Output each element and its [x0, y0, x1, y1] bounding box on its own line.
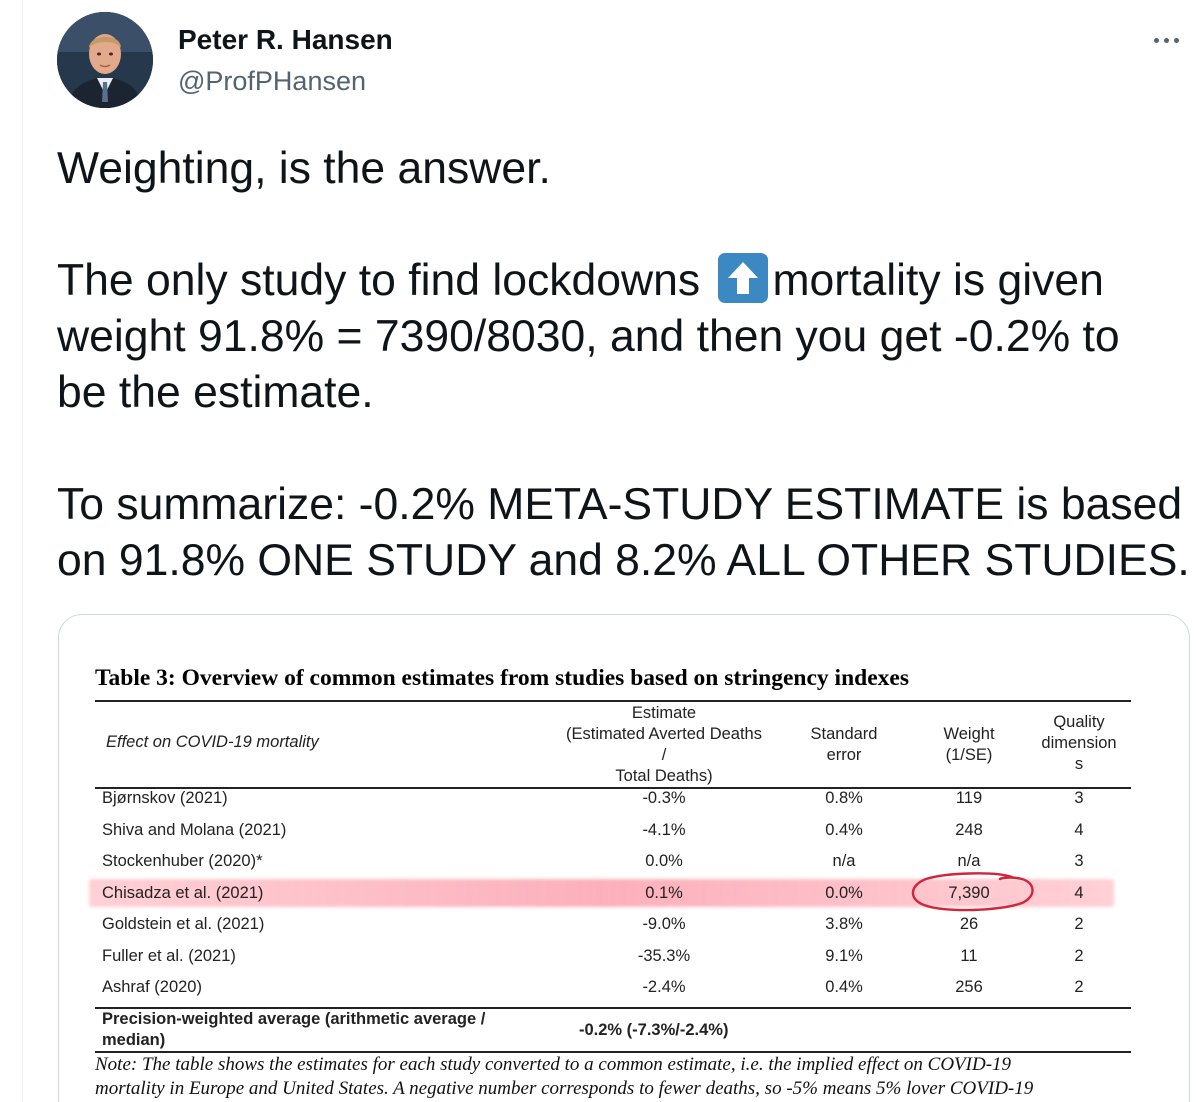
cell-study: Ashraf (2020) — [102, 978, 202, 996]
cell-weight: 256 — [955, 978, 983, 996]
header-line: Total Deaths) — [615, 767, 713, 785]
cell-standard-error: 0.4% — [825, 978, 863, 996]
cell-study: Chisadza et al. (2021) — [102, 884, 264, 902]
cell-weight: n/a — [957, 852, 981, 870]
cell-estimate: 0.0% — [645, 852, 683, 870]
timeline-border — [22, 0, 23, 1102]
average-value: -0.2% (-7.3%/-2.4%) — [579, 1021, 729, 1039]
average-label-line: median) — [102, 1031, 166, 1049]
cell-estimate: -9.0% — [642, 915, 686, 933]
header-line: Standard — [810, 725, 878, 743]
more-options-button[interactable] — [1146, 22, 1186, 58]
cell-weight: 11 — [960, 947, 978, 965]
cell-study: Stockenhuber (2020)* — [102, 852, 263, 870]
tweet-paragraph-line: weight 91.8% = 7390/8030, and then you g… — [57, 312, 1120, 361]
cell-quality: 3 — [1074, 852, 1084, 870]
note-line: mortality in Europe and United States. A… — [95, 1078, 1034, 1099]
cell-standard-error: n/a — [832, 852, 856, 870]
table-title: Table 3: Overview of common estimates fr… — [95, 665, 909, 691]
cell-estimate: -2.4% — [642, 978, 686, 996]
tweet-paragraph-line: on 91.8% ONE STUDY and 8.2% ALL OTHER ST… — [57, 536, 1190, 585]
author-name[interactable]: Peter R. Hansen — [178, 24, 393, 55]
cell-study: Fuller et al. (2021) — [102, 947, 236, 965]
cell-standard-error: 0.0% — [825, 884, 863, 902]
cell-estimate: -0.3% — [642, 789, 686, 807]
cell-study: Shiva and Molana (2021) — [102, 821, 287, 839]
header-line: Weight — [943, 725, 995, 743]
cell-weight: 26 — [959, 915, 979, 933]
cell-standard-error: 3.8% — [825, 915, 863, 933]
author-avatar[interactable] — [57, 12, 153, 108]
cell-standard-error: 9.1% — [825, 947, 863, 965]
cell-standard-error: 0.8% — [825, 789, 863, 807]
header-line: (1/SE) — [945, 746, 993, 764]
header-effect: Effect on COVID-19 mortality — [106, 733, 319, 751]
cell-estimate: -4.1% — [642, 821, 686, 839]
header-line: dimension — [1041, 734, 1117, 752]
header-line: Quality — [1053, 713, 1105, 731]
tweet-paragraph: The only study to find lockdowns mortali… — [57, 253, 1196, 309]
tweet-text-span: The only study to find lockdowns — [57, 256, 713, 305]
author-handle[interactable]: @ProfPHansen — [178, 66, 366, 96]
red-circle-annotation — [911, 872, 1034, 912]
header-weight: Weight (1/SE) — [919, 724, 1019, 766]
average-label-line: Precision-weighted average (arithmetic a… — [102, 1010, 486, 1028]
row-highlight — [89, 879, 1114, 907]
cell-quality: 4 — [1074, 884, 1084, 902]
more-dot-icon — [1173, 37, 1179, 43]
tweet-paragraph-line: be the estimate. — [57, 368, 374, 417]
tweet-paragraph-line: To summarize: -0.2% META-STUDY ESTIMATE … — [57, 480, 1183, 529]
header-line: (Estimated Averted Deaths — [566, 725, 762, 743]
header-line: / — [661, 746, 667, 764]
table-note: Note: The table shows the estimates for … — [95, 1053, 1155, 1101]
avatar-portrait — [57, 12, 153, 108]
cell-estimate: 0.1% — [645, 884, 683, 902]
cell-quality: 2 — [1074, 947, 1084, 965]
average-label: Precision-weighted average (arithmetic a… — [102, 1009, 522, 1051]
header-line: s — [1074, 755, 1084, 773]
header-estimate: Estimate (Estimated Averted Deaths / Tot… — [549, 703, 779, 787]
header-line: error — [826, 746, 862, 764]
header-standard-error: Standard error — [794, 724, 894, 766]
up-arrow-emoji-icon — [718, 253, 769, 303]
cell-standard-error: 0.4% — [825, 821, 863, 839]
cell-estimate: -35.3% — [637, 947, 691, 965]
cell-weight: 119 — [955, 789, 983, 807]
cell-weight: 7,390 — [948, 884, 990, 902]
cell-weight: 248 — [955, 821, 983, 839]
cell-study: Bjørnskov (2021) — [102, 789, 228, 807]
cell-quality: 4 — [1074, 821, 1084, 839]
header-bottom-rule — [95, 787, 1131, 789]
cell-quality: 2 — [1074, 915, 1084, 933]
table-bottom-rule — [95, 1051, 1131, 1053]
header-quality: Quality dimension s — [1029, 712, 1129, 775]
more-dot-icon — [1153, 37, 1159, 43]
body-bottom-rule — [95, 1007, 1131, 1009]
cell-quality: 2 — [1074, 978, 1084, 996]
tweet-paragraph: Weighting, is the answer. — [57, 144, 551, 193]
cell-quality: 3 — [1074, 789, 1084, 807]
header-line: Estimate — [631, 704, 697, 722]
tweet-text: Weighting, is the answer. The only study… — [57, 141, 1196, 589]
tweet-text-span: mortality is given — [772, 256, 1104, 305]
attached-image[interactable]: Table 3: Overview of common estimates fr… — [58, 614, 1190, 1102]
more-dot-icon — [1163, 37, 1169, 43]
note-line: Note: The table shows the estimates for … — [95, 1054, 1012, 1075]
cell-study: Goldstein et al. (2021) — [102, 915, 265, 933]
table-top-rule — [95, 700, 1131, 702]
